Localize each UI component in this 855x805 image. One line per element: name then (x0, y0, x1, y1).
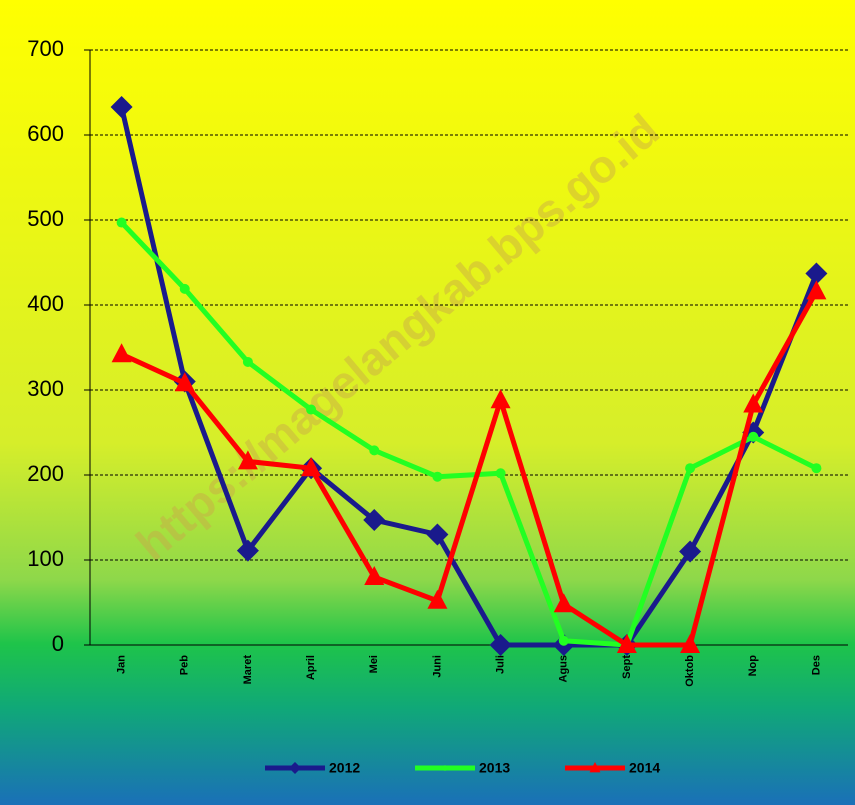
marker (558, 635, 569, 646)
marker (553, 593, 574, 613)
marker (116, 217, 127, 228)
marker (237, 450, 258, 470)
marker (442, 765, 448, 771)
y-tick-label: 0 (52, 631, 64, 656)
marker (806, 280, 827, 300)
marker (363, 509, 386, 532)
y-tick-label: 600 (27, 121, 64, 146)
marker (679, 540, 702, 563)
legend-label: 2012 (329, 760, 360, 776)
marker (616, 634, 637, 653)
series-line (120, 290, 819, 648)
marker (495, 468, 506, 479)
marker (369, 445, 380, 456)
marker (743, 393, 764, 413)
marker (432, 471, 443, 482)
marker (811, 463, 822, 474)
x-tick-label: Mei (368, 655, 380, 673)
marker (427, 589, 448, 609)
x-tick-label: April (305, 655, 317, 680)
marker (242, 356, 253, 367)
marker (490, 389, 511, 409)
marker (685, 463, 696, 474)
marker (680, 634, 701, 653)
marker (306, 404, 317, 415)
marker (589, 761, 601, 773)
y-tick-label: 300 (27, 376, 64, 401)
marker (111, 343, 132, 363)
marker (236, 539, 259, 562)
x-tick-label: Des (810, 655, 822, 675)
series-line (119, 220, 818, 648)
series-line (119, 106, 819, 648)
y-tick-label: 400 (27, 291, 64, 316)
legend-label: 2014 (629, 760, 660, 776)
marker (179, 283, 190, 294)
x-tick-label: Juli (494, 655, 506, 674)
x-tick-label: Nop (747, 655, 759, 677)
series (111, 280, 827, 653)
x-tick-label: Oktob (684, 655, 696, 687)
x-tick-label: Agus (558, 655, 570, 683)
marker (489, 634, 512, 656)
x-tick-label: Peb (179, 655, 191, 675)
y-tick-label: 200 (27, 461, 64, 486)
marker (364, 566, 385, 585)
x-tick-label: Sept (621, 655, 633, 679)
y-tick-label: 500 (27, 206, 64, 231)
x-tick-label: Jan (115, 655, 127, 674)
marker (110, 95, 133, 118)
marker (805, 262, 828, 285)
y-tick-label: 100 (27, 546, 64, 571)
legend-label: 2013 (479, 760, 510, 776)
y-tick-label: 700 (27, 36, 64, 61)
marker (174, 372, 195, 392)
marker (426, 523, 449, 546)
marker (301, 457, 322, 477)
x-tick-label: Maret (242, 655, 254, 685)
marker (748, 431, 759, 442)
x-tick-label: Juni (431, 655, 443, 678)
